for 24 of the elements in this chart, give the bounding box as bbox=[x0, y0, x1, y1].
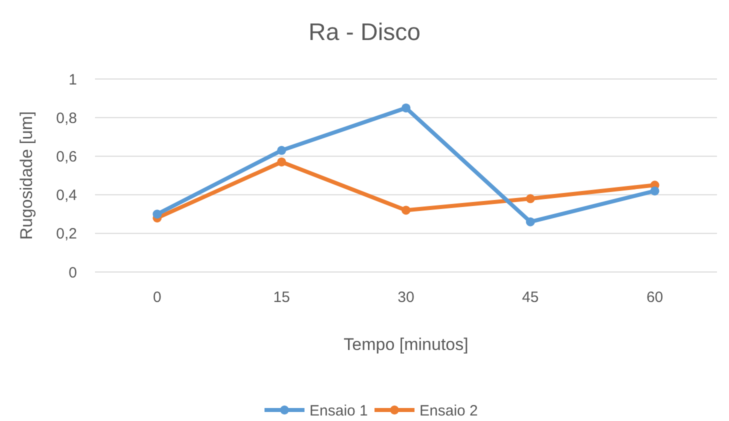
x-axis-title: Tempo [minutos] bbox=[344, 335, 468, 354]
point bbox=[650, 186, 660, 196]
y-axis-title: Rugosidade [um] bbox=[17, 111, 36, 240]
point bbox=[277, 157, 286, 166]
x-tick-label: 15 bbox=[273, 289, 290, 306]
y-tick-label: 0,6 bbox=[56, 148, 77, 166]
point bbox=[526, 194, 535, 204]
y-tick-label: 0,4 bbox=[56, 187, 77, 204]
x-tick-label: 0 bbox=[153, 289, 162, 306]
x-tick-label: 60 bbox=[646, 289, 664, 306]
point bbox=[526, 217, 535, 226]
y-tick-label: 0,8 bbox=[56, 110, 77, 127]
chart-title: Ra - Disco bbox=[308, 19, 421, 46]
point bbox=[277, 146, 286, 155]
legend-label: Ensaio 2 bbox=[420, 402, 478, 420]
y-tick-label: 0,2 bbox=[56, 226, 77, 243]
x-tick-label: 30 bbox=[398, 289, 414, 306]
point bbox=[402, 206, 410, 215]
x-tick-label: 45 bbox=[522, 289, 539, 306]
legend-label: Ensaio 1 bbox=[310, 402, 368, 420]
y-tick-label: 1 bbox=[68, 71, 77, 88]
point bbox=[402, 103, 410, 112]
point bbox=[152, 210, 162, 219]
y-tick-label: 0 bbox=[68, 264, 77, 282]
